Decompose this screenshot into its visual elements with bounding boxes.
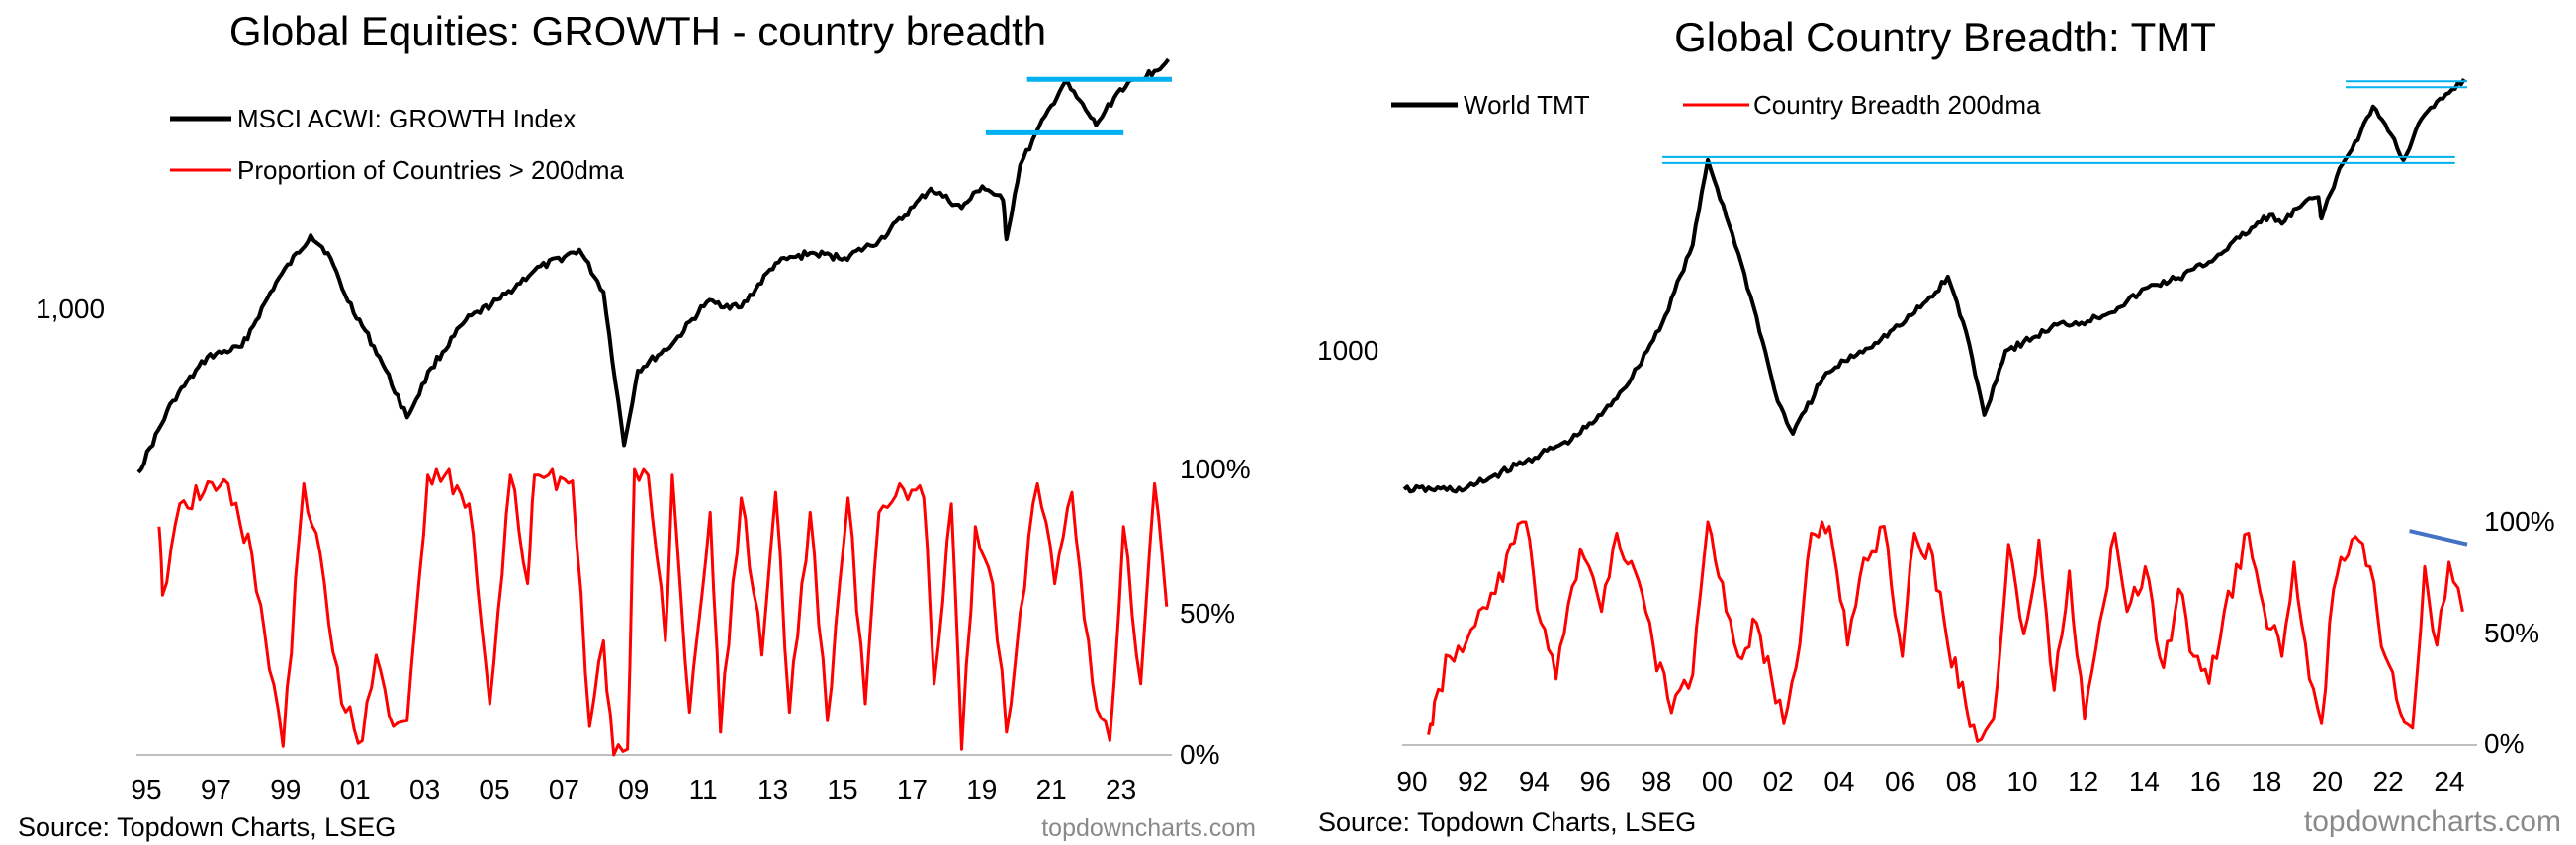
chart-left-y-right-tick-50: 50% (1180, 598, 1235, 629)
chart-right-series-index (1402, 77, 2466, 494)
chart-right-x-tick-label: 96 (1580, 766, 1611, 797)
chart-right-annotations (1662, 80, 2468, 547)
chart-right-x-tick-label: 18 (2251, 766, 2281, 797)
chart-right-x-tick-label: 12 (2068, 766, 2098, 797)
chart-left-x-tick-label: 03 (409, 774, 440, 804)
chart-right: Global Country Breadth: TMT World TMT Co… (1317, 14, 2561, 838)
chart-right-x-tick-label: 92 (1458, 766, 1488, 797)
chart-right-source: Source: Topdown Charts, LSEG (1318, 807, 1696, 837)
chart-left-x-tick-label: 01 (340, 774, 371, 804)
chart-left-x-tick-label: 09 (618, 774, 649, 804)
chart-right-x-tick-label: 02 (1763, 766, 1794, 797)
chart-right-x-tick-label: 16 (2190, 766, 2221, 797)
chart-right-x-tick-label: 20 (2312, 766, 2343, 797)
chart-left-x-tick-label: 15 (827, 774, 857, 804)
chart-right-x-tick-label: 10 (2006, 766, 2037, 797)
chart-right-y-left-tick: 1000 (1317, 335, 1378, 366)
chart-right-y-right-tick-50: 50% (2484, 618, 2539, 648)
chart-right-x-tick-label: 04 (1823, 766, 1854, 797)
chart-left-x-tick-label: 05 (479, 774, 509, 804)
chart-left-x-tick-label: 17 (897, 774, 928, 804)
chart-left-x-tick-label: 99 (270, 774, 301, 804)
chart-left-y-left-tick: 1,000 (36, 294, 105, 324)
chart-left-x-ticks: 95 97 99 01 03 05 07 09 11 13 15 17 19 21 23 (131, 774, 1136, 804)
chart-left-x-tick-label: 11 (689, 774, 718, 804)
chart-right-x-tick-label: 22 (2373, 766, 2404, 797)
chart-right-x-tick-label: 24 (2434, 766, 2464, 797)
chart-left-x-tick-label: 23 (1106, 774, 1136, 804)
chart-right-x-tick-label: 14 (2129, 766, 2160, 797)
chart-left-x-tick-label: 13 (757, 774, 788, 804)
chart-right-title: Global Country Breadth: TMT (1674, 14, 2216, 60)
chart-left-series-breadth (157, 467, 1169, 757)
chart-right-watermark: topdowncharts.com (2304, 805, 2561, 838)
chart-right-x-tick-label: 00 (1702, 766, 1732, 797)
chart-left-x-tick-label: 07 (549, 774, 579, 804)
chart-left-x-tick-label: 95 (131, 774, 161, 804)
chart-right-x-tick-label: 08 (1946, 766, 1977, 797)
chart-right-y-right-tick-100: 100% (2484, 506, 2555, 537)
chart-left-y-right-tick-100: 100% (1180, 454, 1251, 484)
chart-left-y-right-tick-0: 0% (1180, 739, 1219, 770)
chart-right-x-tick-label: 94 (1519, 766, 1550, 797)
chart-left-source: Source: Topdown Charts, LSEG (18, 812, 396, 842)
chart-right-legend-label-1: Country Breadth 200dma (1753, 90, 2041, 120)
chart-right-x-tick-label: 90 (1396, 766, 1427, 797)
chart-right-series-breadth (1427, 520, 2464, 743)
chart-right-y-right-tick-0: 0% (2484, 728, 2524, 759)
chart-left-watermark: topdowncharts.com (1041, 814, 1256, 842)
chart-left-x-tick-label: 21 (1036, 774, 1067, 804)
chart-right-x-ticks: 90 92 94 96 98 00 02 04 06 08 10 12 14 16 18 20 22 24 (1396, 766, 2464, 797)
chart-left-legend-label-1: Proportion of Countries > 200dma (237, 155, 624, 185)
chart-left-series-index (136, 57, 1171, 474)
chart-right-x-tick-label: 06 (1885, 766, 1915, 797)
chart-left-title: Global Equities: GROWTH - country breadt… (229, 8, 1046, 54)
chart-left-x-tick-label: 97 (201, 774, 231, 804)
chart-left-legend-label-0: MSCI ACWI: GROWTH Index (237, 104, 576, 133)
chart-left: Global Equities: GROWTH - country breadt… (18, 8, 1256, 842)
chart-left-annotations (985, 76, 1172, 135)
chart-right-annotation-trend-line (2409, 529, 2468, 547)
chart-left-x-tick-label: 19 (966, 774, 997, 804)
chart-right-x-tick-label: 98 (1641, 766, 1671, 797)
chart-right-legend-label-0: World TMT (1464, 90, 1590, 120)
